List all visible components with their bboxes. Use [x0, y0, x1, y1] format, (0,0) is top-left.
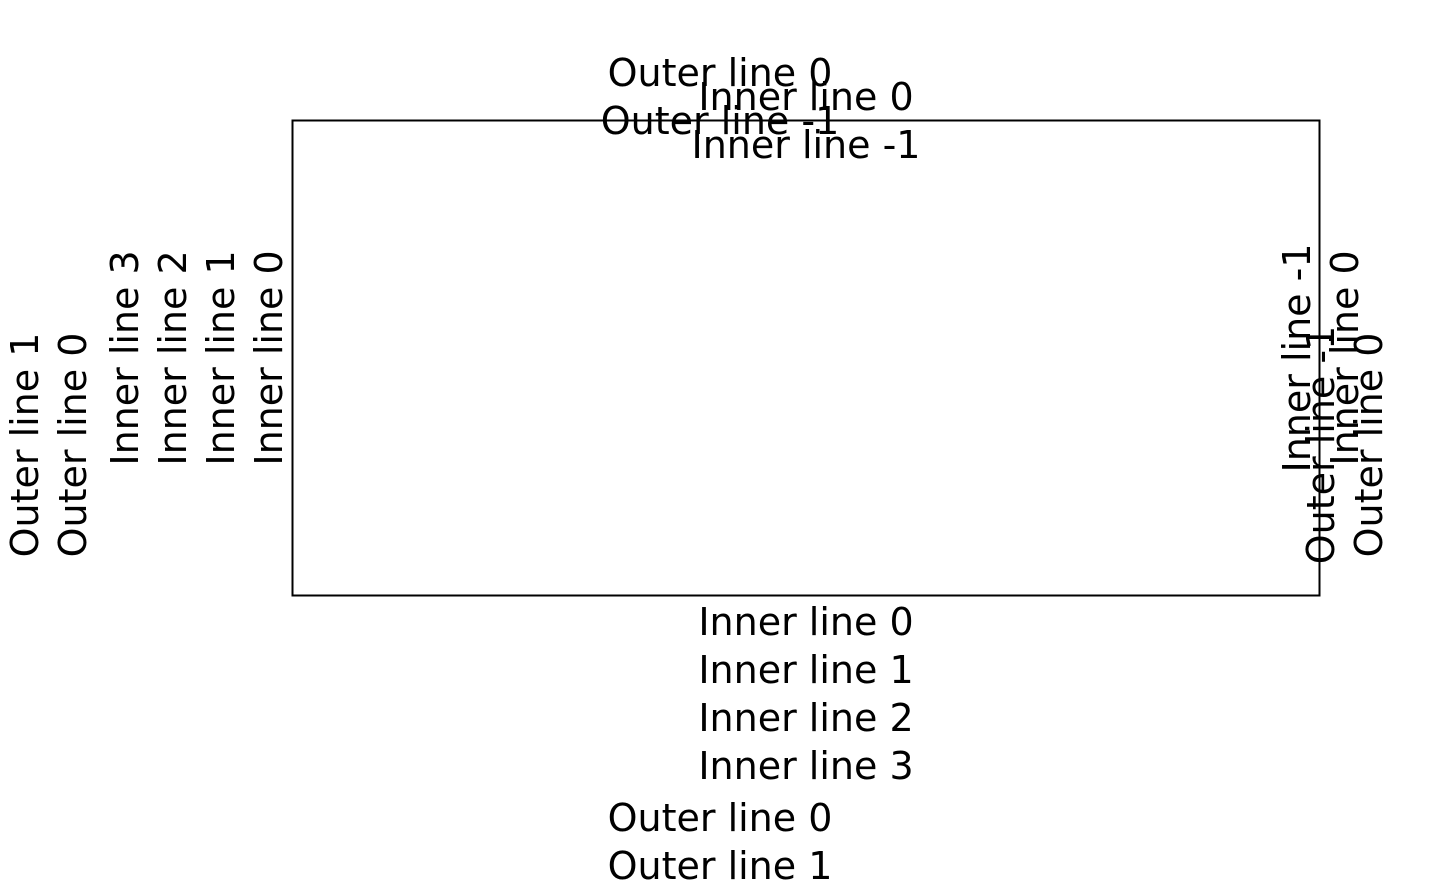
- bottom-inner-line-3: Inner line 3: [698, 744, 913, 788]
- left-inner-line-0: Inner line 0: [247, 250, 291, 465]
- top-outer-line-0: Outer line 0: [608, 51, 833, 95]
- right-inner-line-0: Inner line 0: [1323, 250, 1367, 465]
- left-inner-line-2: Inner line 2: [151, 250, 195, 465]
- right-inner-line-minus-1: Inner line -1: [1275, 243, 1319, 472]
- top-inner-line-minus-1: Inner line -1: [691, 123, 920, 167]
- left-outer-line-1: Outer line 1: [3, 333, 47, 558]
- bottom-outer-line-1: Outer line 1: [608, 844, 833, 888]
- bottom-outer-line-0: Outer line 0: [608, 796, 833, 840]
- left-inner-line-3: Inner line 3: [103, 250, 147, 465]
- left-inner-line-1: Inner line 1: [199, 250, 243, 465]
- bottom-inner-line-2: Inner line 2: [698, 696, 913, 740]
- top-outer-line-minus-1: Outer line -1: [601, 99, 840, 143]
- right-outer-line-0: Outer line 0: [1347, 333, 1391, 558]
- bottom-inner-line-1: Inner line 1: [698, 648, 913, 692]
- right-outer-line-minus-1: Outer line -1: [1299, 326, 1343, 565]
- top-inner-line-0: Inner line 0: [698, 75, 913, 119]
- left-outer-line-0: Outer line 0: [51, 333, 95, 558]
- plot-box: [291, 119, 1321, 597]
- bottom-inner-line-0: Inner line 0: [698, 600, 913, 644]
